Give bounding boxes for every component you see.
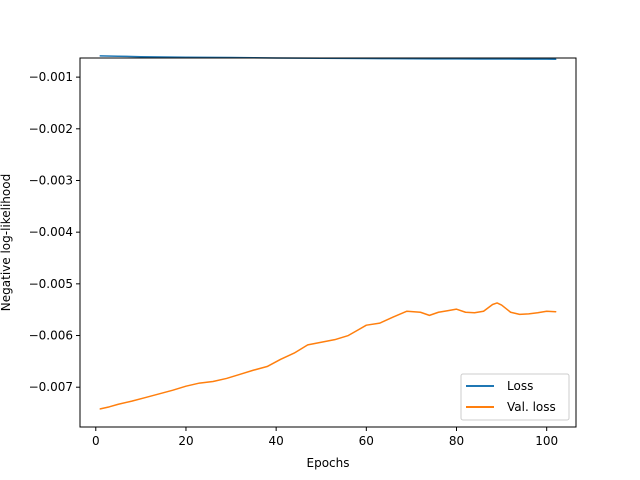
y-tick-label: −0.002 <box>29 122 73 136</box>
y-tick-label: −0.001 <box>29 70 73 84</box>
plot-area <box>80 58 576 427</box>
legend-label-loss: Loss <box>507 379 533 393</box>
legend: Loss Val. loss <box>460 373 570 421</box>
x-tick-label: 0 <box>92 434 100 448</box>
legend-label-val-loss: Val. loss <box>507 400 556 414</box>
series-line-val-loss <box>99 302 557 410</box>
x-tick-label: 60 <box>359 434 374 448</box>
y-axis-ticks: −0.007 −0.006 −0.005 −0.004 −0.003 −0.002 −0.0… <box>29 70 80 394</box>
x-tick-label: 100 <box>535 434 558 448</box>
x-tick-label: 20 <box>178 434 193 448</box>
y-axis-label: Negative log-likelihood <box>0 174 13 311</box>
plot-frame <box>79 57 577 428</box>
x-tick-label: 40 <box>269 434 284 448</box>
y-tick-label: −0.006 <box>29 329 73 343</box>
y-tick-label: −0.007 <box>29 380 73 394</box>
x-tick-label: 80 <box>449 434 464 448</box>
y-tick-label: −0.003 <box>29 173 73 187</box>
y-tick-label: −0.005 <box>29 277 73 291</box>
x-axis-ticks: 0 20 40 60 80 100 <box>92 427 558 448</box>
y-tick-label: −0.004 <box>29 225 73 239</box>
x-axis-label: Epochs <box>307 456 350 470</box>
